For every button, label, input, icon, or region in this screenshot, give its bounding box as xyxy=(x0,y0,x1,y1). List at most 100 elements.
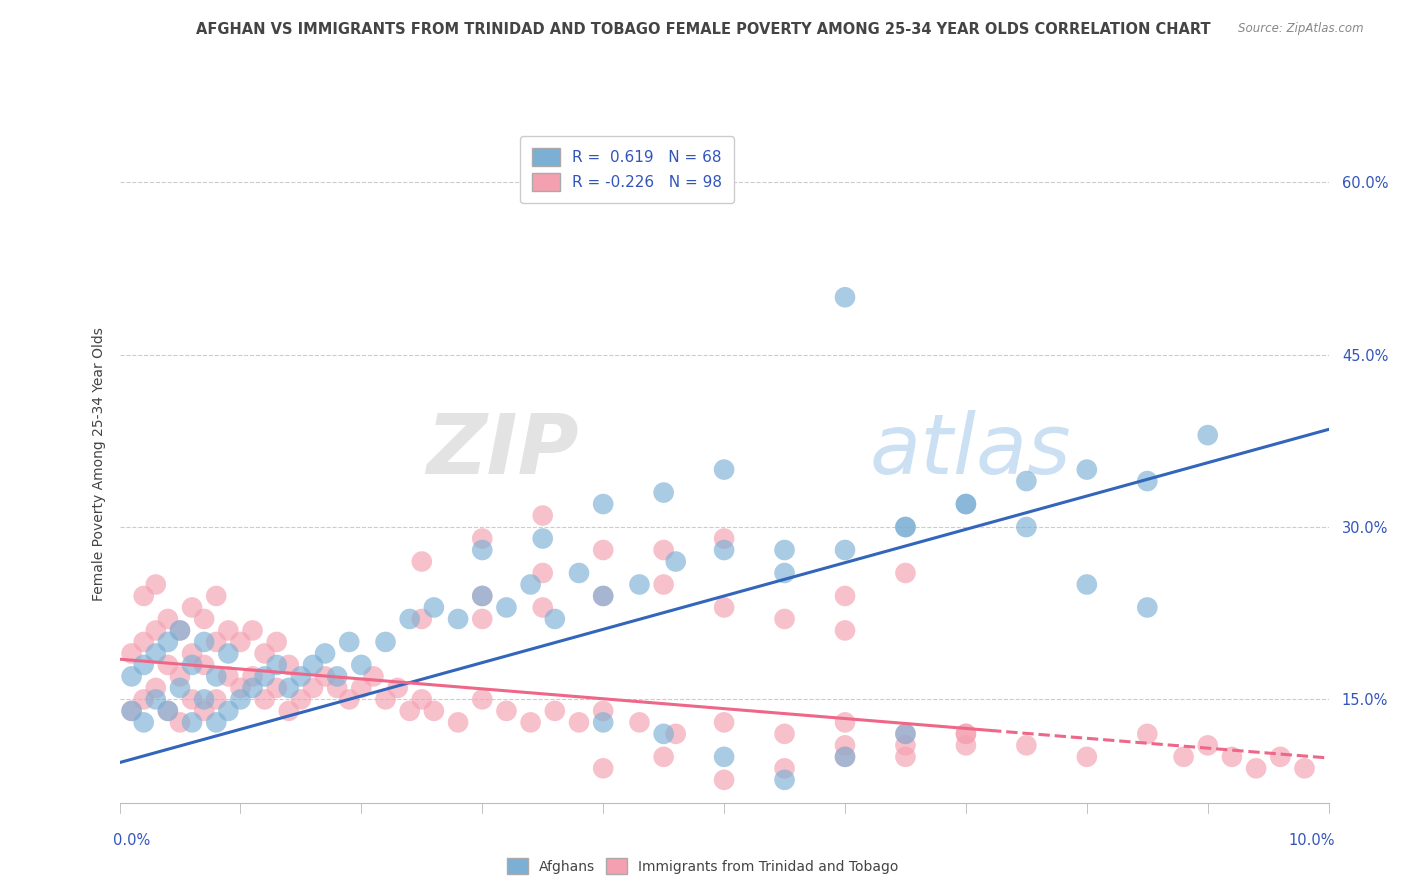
Point xyxy=(181,647,204,661)
Point xyxy=(519,715,541,730)
Point xyxy=(894,520,917,534)
Point xyxy=(834,739,856,753)
Y-axis label: Female Poverty Among 25-34 Year Olds: Female Poverty Among 25-34 Year Olds xyxy=(91,326,105,601)
Point xyxy=(773,566,796,580)
Point xyxy=(471,532,494,546)
Point xyxy=(205,635,228,649)
Point xyxy=(411,692,433,706)
Point xyxy=(652,577,675,591)
Point xyxy=(592,589,614,603)
Point xyxy=(242,669,264,683)
Point xyxy=(713,715,735,730)
Point xyxy=(568,566,591,580)
Point xyxy=(1136,600,1159,615)
Point xyxy=(156,612,179,626)
Point xyxy=(471,589,494,603)
Point xyxy=(156,704,179,718)
Point xyxy=(628,577,651,591)
Point xyxy=(193,612,215,626)
Point xyxy=(363,669,385,683)
Point xyxy=(773,543,796,558)
Point xyxy=(955,497,977,511)
Point xyxy=(169,624,191,638)
Point xyxy=(193,657,215,672)
Point xyxy=(1076,749,1098,764)
Point xyxy=(326,669,349,683)
Point xyxy=(266,635,288,649)
Point xyxy=(1220,749,1243,764)
Point xyxy=(447,715,470,730)
Point xyxy=(253,692,276,706)
Point xyxy=(253,647,276,661)
Point xyxy=(544,704,567,718)
Point xyxy=(132,589,155,603)
Point xyxy=(169,669,191,683)
Text: AFGHAN VS IMMIGRANTS FROM TRINIDAD AND TOBAGO FEMALE POVERTY AMONG 25-34 YEAR OL: AFGHAN VS IMMIGRANTS FROM TRINIDAD AND T… xyxy=(195,22,1211,37)
Point xyxy=(217,669,239,683)
Point xyxy=(374,635,396,649)
Point xyxy=(253,669,276,683)
Text: 10.0%: 10.0% xyxy=(1288,833,1334,848)
Point xyxy=(894,749,917,764)
Point xyxy=(205,589,228,603)
Legend: Afghans, Immigrants from Trinidad and Tobago: Afghans, Immigrants from Trinidad and To… xyxy=(501,852,905,880)
Point xyxy=(217,647,239,661)
Point xyxy=(217,704,239,718)
Point xyxy=(181,600,204,615)
Point xyxy=(181,657,204,672)
Point xyxy=(302,681,325,695)
Point xyxy=(894,520,917,534)
Point xyxy=(1197,428,1219,442)
Point xyxy=(145,577,167,591)
Point xyxy=(495,600,517,615)
Text: Source: ZipAtlas.com: Source: ZipAtlas.com xyxy=(1239,22,1364,36)
Point xyxy=(665,727,688,741)
Point xyxy=(1197,739,1219,753)
Point xyxy=(519,577,541,591)
Point xyxy=(1015,739,1038,753)
Legend: R =  0.619   N = 68, R = -0.226   N = 98: R = 0.619 N = 68, R = -0.226 N = 98 xyxy=(520,136,734,203)
Text: ZIP: ZIP xyxy=(426,409,579,491)
Point xyxy=(713,600,735,615)
Point xyxy=(314,647,336,661)
Point xyxy=(592,715,614,730)
Point xyxy=(229,635,252,649)
Point xyxy=(193,704,215,718)
Point xyxy=(834,589,856,603)
Point xyxy=(350,657,373,672)
Point xyxy=(169,624,191,638)
Point xyxy=(290,692,312,706)
Point xyxy=(302,657,325,672)
Point xyxy=(121,704,143,718)
Point xyxy=(121,647,143,661)
Point xyxy=(713,462,735,476)
Point xyxy=(471,543,494,558)
Point xyxy=(132,635,155,649)
Point xyxy=(337,635,360,649)
Point xyxy=(834,749,856,764)
Point xyxy=(592,704,614,718)
Point xyxy=(337,692,360,706)
Point xyxy=(544,612,567,626)
Point xyxy=(277,657,299,672)
Point xyxy=(592,497,614,511)
Point xyxy=(773,612,796,626)
Point xyxy=(592,543,614,558)
Point xyxy=(290,669,312,683)
Point xyxy=(834,715,856,730)
Point xyxy=(955,727,977,741)
Point xyxy=(145,624,167,638)
Point xyxy=(1244,761,1267,775)
Point xyxy=(156,657,179,672)
Point xyxy=(471,589,494,603)
Point xyxy=(713,772,735,787)
Point xyxy=(592,589,614,603)
Point xyxy=(411,612,433,626)
Point xyxy=(834,749,856,764)
Point xyxy=(181,692,204,706)
Point xyxy=(121,669,143,683)
Point xyxy=(592,761,614,775)
Point xyxy=(326,681,349,695)
Point xyxy=(1136,474,1159,488)
Point xyxy=(266,657,288,672)
